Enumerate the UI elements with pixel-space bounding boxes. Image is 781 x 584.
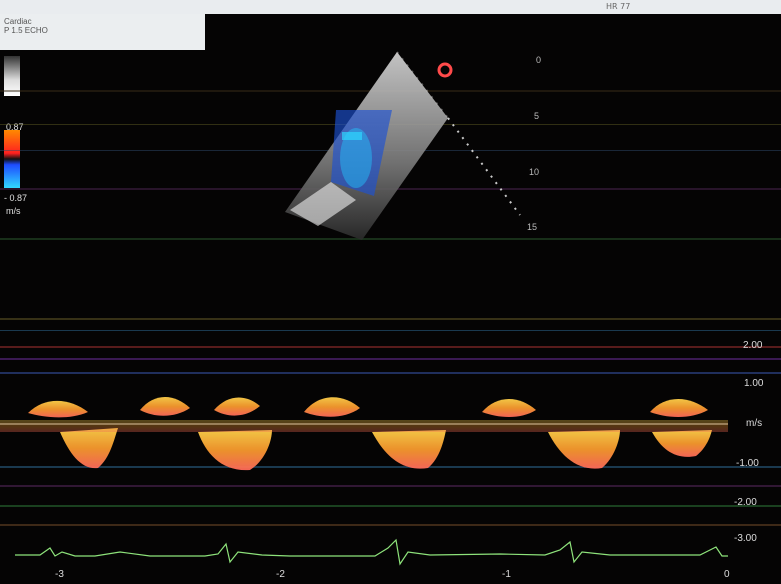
time-label-0: 0	[724, 569, 730, 580]
color-scale-bottom: - 0.87	[4, 193, 28, 203]
preset-line-1: Cardiac	[4, 17, 32, 26]
depth-label-5: 5	[534, 111, 540, 121]
heart-rate-text: HR 77	[606, 2, 631, 11]
velocity-label-2: 2.00	[743, 340, 763, 351]
depth-label-15: 15	[527, 222, 538, 232]
top-status-bar: HR 77	[0, 0, 781, 14]
depth-boundary	[396, 51, 521, 216]
velocity-label-1: 1.00	[744, 378, 764, 389]
time-label-neg1: -1	[502, 569, 511, 580]
color-velocity-scale	[4, 56, 22, 188]
time-label-neg3: -3	[55, 569, 64, 580]
grayscale-bar	[4, 56, 20, 96]
depth-label-0: 0	[536, 55, 542, 65]
ecg-trace	[15, 538, 728, 566]
velocity-label-neg1: -1.00	[736, 458, 759, 469]
color-scale-unit: m/s	[6, 206, 21, 216]
velocity-label-neg2: -2.00	[734, 497, 757, 508]
echo-sector	[285, 52, 453, 240]
velocity-label-neg3: -3.00	[734, 533, 757, 544]
doppler-spectrum	[0, 397, 728, 471]
color-scale-top: 0.87	[6, 122, 24, 132]
depth-label-10: 10	[529, 167, 540, 177]
preset-line-2: P 1.5 ECHO	[4, 26, 48, 35]
preset-info-box: Cardiac P 1.5 ECHO	[0, 14, 205, 50]
color-bar	[4, 130, 20, 188]
velocity-unit: m/s	[746, 418, 763, 429]
time-label-neg2: -2	[276, 569, 285, 580]
